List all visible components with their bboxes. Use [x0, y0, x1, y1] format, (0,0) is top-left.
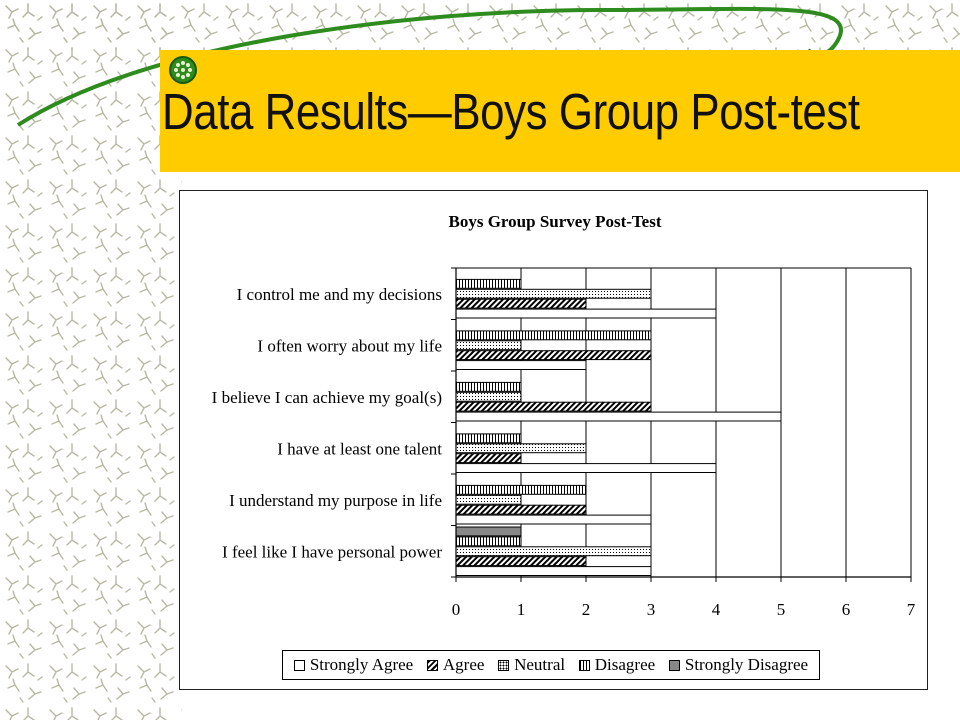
- legend-item-strongly-disagree: Strongly Disagree: [668, 655, 809, 675]
- bar: [455, 360, 587, 371]
- bar: [455, 391, 522, 402]
- title-band: [160, 50, 960, 172]
- x-tick-label: 2: [582, 600, 591, 619]
- legend-swatch: [293, 659, 305, 671]
- legend-label: Agree: [442, 655, 485, 674]
- bar: [455, 526, 522, 537]
- x-tick-label: 1: [517, 600, 526, 619]
- legend-item-agree: Agree: [426, 655, 485, 675]
- legend-swatch: [668, 659, 680, 671]
- legend-label: Neutral: [514, 655, 566, 674]
- slide-title: Data Results—Boys Group Post-test: [162, 83, 860, 140]
- x-tick-label: 0: [452, 600, 461, 619]
- category-label: I have at least one talent: [277, 439, 442, 458]
- bar: [455, 298, 587, 309]
- chart-title: Boys Group Survey Post-Test: [449, 212, 662, 231]
- bar: [455, 536, 522, 547]
- bar: [455, 381, 522, 392]
- bar: [455, 453, 522, 464]
- bar: [455, 484, 587, 495]
- legend-label: Disagree: [594, 655, 656, 674]
- bar: [455, 514, 652, 525]
- bar: [455, 433, 522, 444]
- category-label: I control me and my decisions: [237, 285, 442, 304]
- bar: [455, 288, 652, 299]
- x-tick-label: 3: [647, 600, 656, 619]
- bar: [455, 494, 522, 505]
- category-label: I often worry about my life: [257, 336, 442, 355]
- legend-swatch: [498, 659, 510, 671]
- chart-frame: Boys Group Survey Post-Test I control me…: [179, 190, 928, 690]
- bar-chart: Boys Group Survey Post-Test I control me…: [212, 212, 916, 619]
- x-tick-label: 7: [907, 600, 916, 619]
- legend-swatch: [578, 659, 590, 671]
- legend-item-strongly-agree: Strongly Agree: [293, 655, 414, 675]
- bar: [455, 401, 652, 412]
- bar: [455, 278, 522, 289]
- bar: [455, 556, 587, 567]
- bar: [455, 340, 522, 351]
- bar: [455, 411, 782, 422]
- legend-label: Strongly Disagree: [684, 655, 809, 674]
- legend-swatch: [426, 659, 438, 671]
- bar: [455, 350, 652, 361]
- bar: [455, 463, 717, 474]
- category-label: I understand my purpose in life: [229, 491, 442, 510]
- green-dotted-ball-icon: [169, 56, 197, 84]
- bar: [455, 546, 652, 557]
- bar: [455, 566, 652, 577]
- bar: [455, 443, 587, 454]
- bar: [455, 308, 717, 319]
- category-label: I feel like I have personal power: [222, 542, 442, 561]
- bar: [455, 330, 652, 341]
- legend-item-neutral: Neutral: [498, 655, 565, 675]
- legend-label: Strongly Agree: [309, 655, 414, 674]
- bar: [455, 504, 587, 515]
- x-tick-label: 5: [777, 600, 786, 619]
- legend-item-disagree: Disagree: [578, 655, 656, 675]
- chart-legend: Strongly Agree Agree Neutral Disagree St…: [282, 650, 820, 680]
- x-tick-label: 6: [842, 600, 851, 619]
- x-tick-label: 4: [712, 600, 721, 619]
- category-label: I believe I can achieve my goal(s): [212, 388, 442, 407]
